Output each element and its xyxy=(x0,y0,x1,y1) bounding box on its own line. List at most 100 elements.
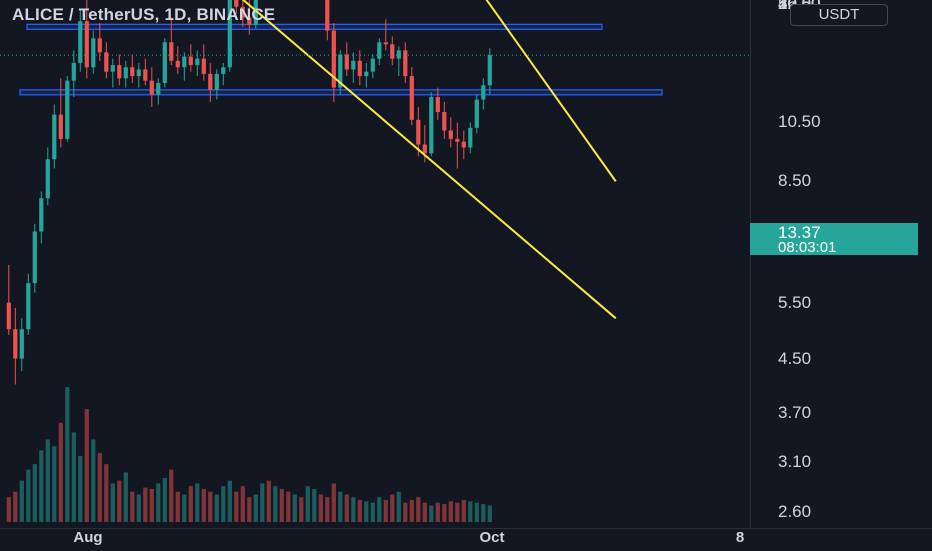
candle-body xyxy=(169,42,174,61)
currency-button[interactable]: USDT xyxy=(790,4,888,26)
volume-bar xyxy=(91,439,96,522)
volume-bar xyxy=(338,491,343,522)
candle xyxy=(435,87,440,120)
candle xyxy=(130,54,135,83)
price-tick-label: 2.60 xyxy=(778,501,812,521)
volume-bar xyxy=(383,499,388,522)
candle-body xyxy=(409,76,414,120)
candle-body xyxy=(377,42,382,59)
candle xyxy=(71,50,76,98)
candle-body xyxy=(370,58,375,72)
price-tick-label: 3.70 xyxy=(778,403,812,423)
candle xyxy=(45,147,50,206)
volume-bar xyxy=(169,469,174,522)
candle-body xyxy=(221,67,226,74)
volume-bar xyxy=(474,502,479,522)
candle-body xyxy=(331,30,336,88)
time-tick-label: Oct xyxy=(479,529,505,546)
candle xyxy=(461,130,466,160)
candle xyxy=(182,52,187,81)
candle-body xyxy=(422,144,427,154)
candle-body xyxy=(357,60,362,77)
volume-bar xyxy=(344,494,349,522)
candle xyxy=(468,122,473,154)
candle xyxy=(123,60,128,88)
candles xyxy=(6,0,492,385)
price-tick-label: 10.50 xyxy=(778,112,821,132)
candle xyxy=(201,44,206,81)
horizontal-levels xyxy=(19,23,663,96)
volume-bar xyxy=(286,491,291,522)
candle xyxy=(442,102,447,139)
candle xyxy=(396,46,401,77)
volume-bars xyxy=(6,387,492,522)
volume-bar xyxy=(312,488,317,522)
volume-bar xyxy=(156,483,161,522)
price-axis[interactable] xyxy=(750,0,932,528)
candle xyxy=(169,17,174,66)
candle-body xyxy=(84,21,89,68)
candle-body xyxy=(481,85,486,100)
volume-bar xyxy=(305,486,310,522)
price-tick-label: 5.50 xyxy=(778,292,812,312)
candle xyxy=(455,122,460,169)
candle-body xyxy=(91,38,96,68)
candle-body xyxy=(208,73,213,90)
candle-body xyxy=(351,60,356,70)
candle-body xyxy=(65,80,70,139)
volume-bar xyxy=(13,491,18,522)
candle-body xyxy=(52,114,57,160)
candle-body xyxy=(26,283,31,330)
candle-body xyxy=(455,138,460,142)
candle-body xyxy=(435,97,440,113)
volume-bar xyxy=(468,501,473,522)
volume-bar xyxy=(429,505,434,522)
volume-bar xyxy=(325,497,330,522)
candle-body xyxy=(182,56,187,68)
volume-bar xyxy=(409,499,414,522)
candle-body xyxy=(156,82,161,95)
volume-bar xyxy=(97,453,102,522)
volume-bar xyxy=(149,488,154,522)
channel-line xyxy=(485,0,617,182)
candle-body xyxy=(39,198,44,232)
candle xyxy=(110,58,115,88)
volume-bar xyxy=(455,502,460,522)
candle-body xyxy=(364,71,369,77)
volume-bar xyxy=(487,505,492,522)
candle xyxy=(188,44,193,72)
candle xyxy=(448,117,453,148)
candle xyxy=(338,50,343,95)
volume-bar xyxy=(136,494,141,522)
volume-bar xyxy=(58,422,63,522)
volume-bar xyxy=(65,387,70,522)
candle xyxy=(325,0,330,41)
volume-bar xyxy=(351,497,356,522)
volume-bar xyxy=(162,477,167,522)
price-tick-label: 3.10 xyxy=(778,452,812,472)
candle-body xyxy=(474,99,479,128)
candle xyxy=(52,104,57,169)
candle xyxy=(117,54,122,86)
candle xyxy=(104,42,109,79)
volume-bar xyxy=(195,483,200,522)
candle xyxy=(6,264,11,335)
volume-bar xyxy=(260,483,265,522)
candle xyxy=(390,36,395,66)
candle-body xyxy=(396,50,401,59)
volume-bar xyxy=(221,486,226,522)
candle-body xyxy=(416,119,421,145)
candle xyxy=(364,62,369,88)
candle xyxy=(429,92,434,157)
candle-body xyxy=(214,73,219,90)
candle xyxy=(377,38,382,66)
volume-bar xyxy=(26,469,31,522)
candle xyxy=(65,76,70,142)
time-axis[interactable] xyxy=(0,528,932,551)
horizontal-level-line xyxy=(26,23,603,30)
volume-bar xyxy=(45,439,50,522)
candle xyxy=(32,223,37,293)
candle-body xyxy=(403,50,408,77)
